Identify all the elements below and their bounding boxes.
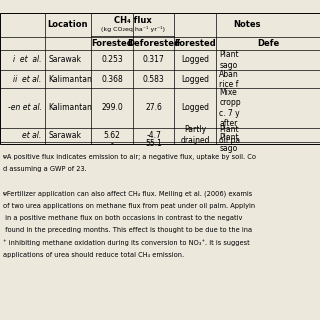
Text: 5.62: 5.62 bbox=[104, 131, 120, 140]
Text: -4.7: -4.7 bbox=[146, 131, 161, 140]
Text: 0.317: 0.317 bbox=[143, 55, 164, 65]
Text: in a positive methane flux on both occasions in contrast to the negativ: in a positive methane flux on both occas… bbox=[3, 215, 243, 221]
Text: Mixe
cropp
c. 7 y
after: Mixe cropp c. 7 y after bbox=[219, 88, 241, 128]
Text: Deforested: Deforested bbox=[127, 39, 180, 48]
Text: Aban
rice f: Aban rice f bbox=[219, 69, 239, 89]
Text: 299.0: 299.0 bbox=[101, 103, 123, 113]
Text: CH₄ flux: CH₄ flux bbox=[114, 16, 152, 25]
Text: -: - bbox=[111, 139, 113, 148]
Text: Location: Location bbox=[48, 20, 88, 29]
Text: Logged: Logged bbox=[181, 75, 209, 84]
Text: Forested: Forested bbox=[91, 39, 133, 48]
Text: -: - bbox=[194, 139, 196, 148]
Text: Plant
sago: Plant sago bbox=[219, 50, 239, 70]
Text: et al.: et al. bbox=[22, 131, 42, 140]
Text: d assuming a GWP of 23.: d assuming a GWP of 23. bbox=[3, 166, 87, 172]
Text: Forested: Forested bbox=[174, 39, 216, 48]
Text: Kalimantan: Kalimantan bbox=[48, 103, 92, 113]
Text: ii  et al.: ii et al. bbox=[13, 75, 42, 84]
Text: found in the preceding months. This effect is thought to be due to the ina: found in the preceding months. This effe… bbox=[3, 227, 252, 233]
Text: Logged: Logged bbox=[181, 55, 209, 65]
Text: Sarawak: Sarawak bbox=[48, 55, 81, 65]
Text: 0.368: 0.368 bbox=[101, 75, 123, 84]
Text: ᴪFertilizer application can also affect CH₄ flux. Melling et al. (2006) examis: ᴪFertilizer application can also affect … bbox=[3, 191, 252, 197]
Text: ⁺ inhibiting methane oxidation during its conversion to NO₃⁺. It is suggest: ⁺ inhibiting methane oxidation during it… bbox=[3, 239, 250, 246]
Text: Logged: Logged bbox=[181, 103, 209, 113]
Text: applications of urea should reduce total CH₄ emission.: applications of urea should reduce total… bbox=[3, 252, 184, 258]
Text: Sarawak: Sarawak bbox=[48, 131, 81, 140]
Bar bbox=[0, 13, 320, 144]
Text: of two urea applications on methane flux from peat under oil palm. Applyin: of two urea applications on methane flux… bbox=[3, 203, 255, 209]
Text: 0.253: 0.253 bbox=[101, 55, 123, 65]
Text: Defe: Defe bbox=[257, 39, 279, 48]
Text: 27.6: 27.6 bbox=[145, 103, 162, 113]
Text: 55.1: 55.1 bbox=[145, 139, 162, 148]
Text: Partly
drained: Partly drained bbox=[180, 125, 210, 145]
Text: (kg CO₂eq ha⁻¹ yr⁻¹): (kg CO₂eq ha⁻¹ yr⁻¹) bbox=[101, 26, 165, 32]
Text: Plant
oil pa: Plant oil pa bbox=[219, 125, 240, 145]
Text: Notes: Notes bbox=[234, 20, 261, 29]
Text: ᴪA positive flux indicates emission to air; a negative flux, uptake by soil. Co: ᴪA positive flux indicates emission to a… bbox=[3, 154, 256, 160]
Text: i  et  al.: i et al. bbox=[13, 55, 42, 65]
Text: -en et al.: -en et al. bbox=[8, 103, 42, 113]
Text: Kalimantan: Kalimantan bbox=[48, 75, 92, 84]
Text: 0.583: 0.583 bbox=[143, 75, 164, 84]
Text: Plant
sago: Plant sago bbox=[219, 133, 239, 153]
